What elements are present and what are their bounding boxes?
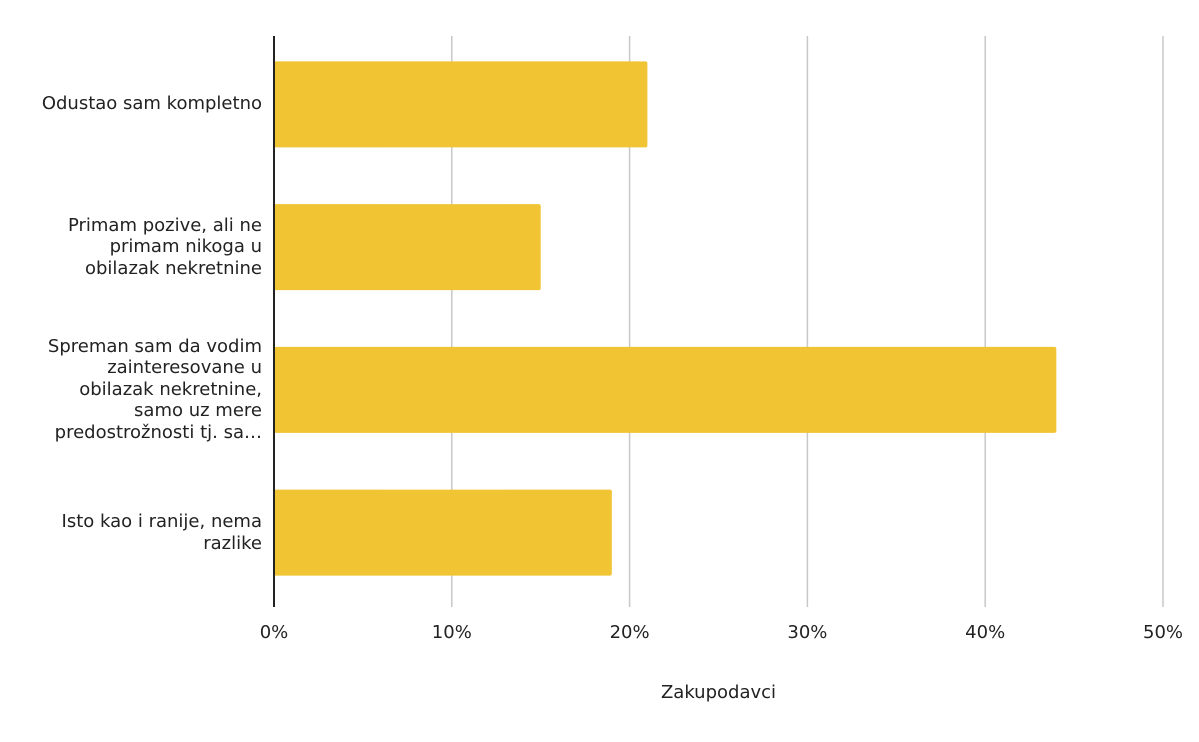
category-label: Primam pozive, ali ne primam nikoga u ob… <box>67 214 262 279</box>
category-label: Spreman sam da vodim zainteresovane u ob… <box>47 335 262 443</box>
category-label: Odustao sam kompletno <box>41 93 262 115</box>
bars <box>274 61 1057 576</box>
bar <box>274 489 612 576</box>
x-axis-title: Zakupodavci <box>660 682 777 703</box>
x-tick-label: 30% <box>787 622 828 643</box>
bar <box>274 61 648 148</box>
x-tick-label: 40% <box>965 622 1006 643</box>
bar <box>274 346 1057 433</box>
x-tick-label: 20% <box>609 622 650 643</box>
bar <box>274 204 541 291</box>
x-tick-label: 50% <box>1142 622 1184 643</box>
x-tick-label: 10% <box>431 622 472 643</box>
category-label: Isto kao i ranije, nema razlike <box>61 511 262 554</box>
x-tick-label: 0% <box>259 622 289 643</box>
